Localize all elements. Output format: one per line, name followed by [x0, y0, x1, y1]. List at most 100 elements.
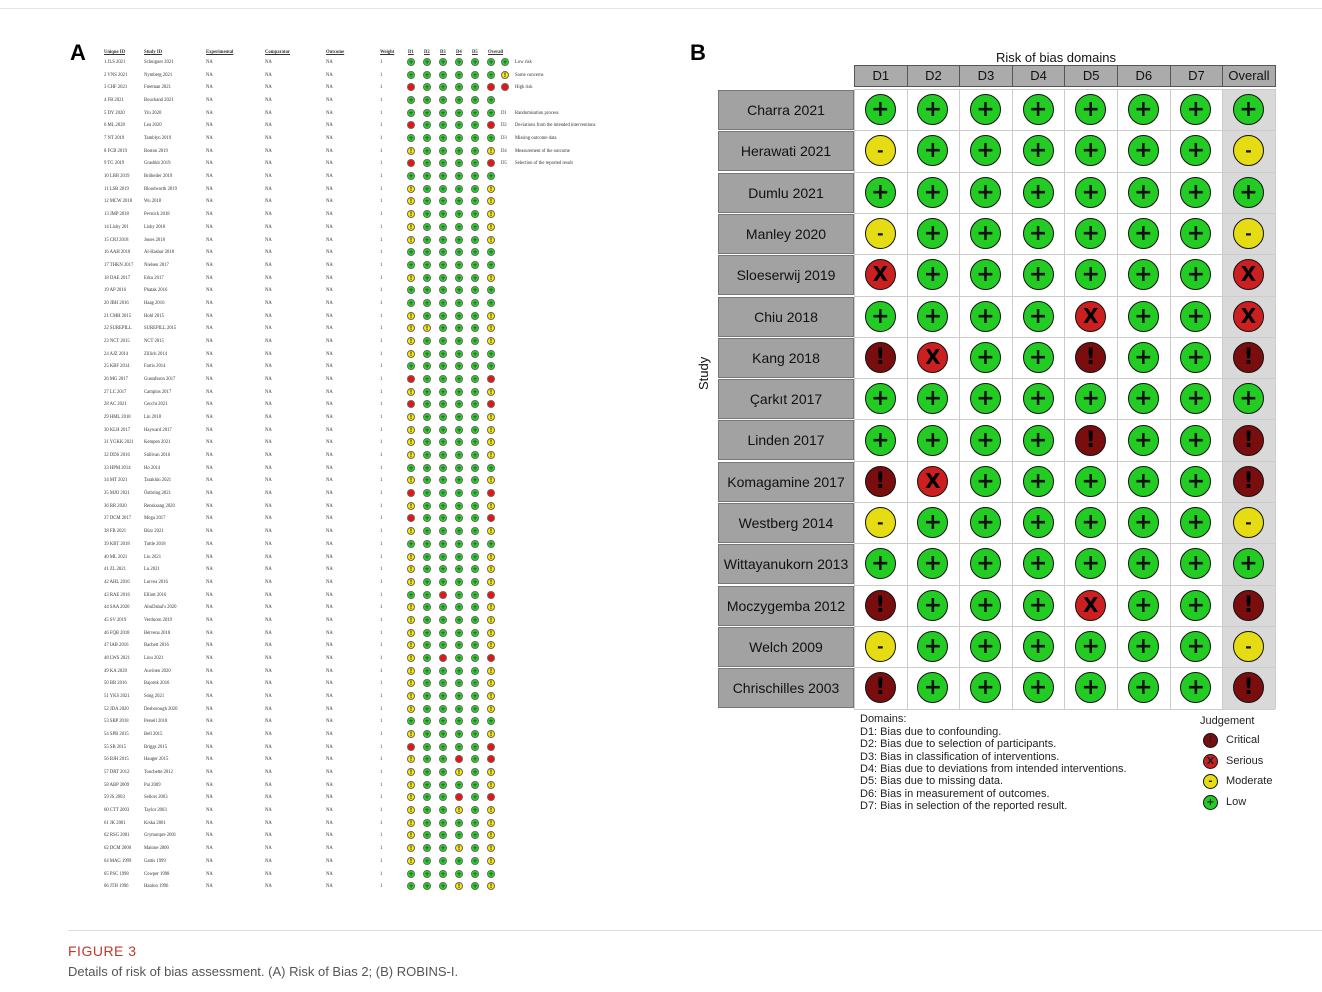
judgement-dot: + — [471, 692, 479, 700]
judgement-dot: + — [487, 349, 495, 358]
row-uid: 32 DDS 2016 — [104, 453, 130, 459]
judgement-circle: + — [917, 548, 949, 580]
judgement-dot: ! — [487, 387, 495, 396]
judgement-circle: + — [1075, 383, 1107, 415]
table-row: 44 SAA 2020 AbuDahal's 2020 NA NA NA 1! + + + +! — [104, 603, 704, 615]
judgement-circle: + — [970, 176, 1001, 208]
judgement-dot: + — [471, 311, 479, 320]
row-sid: Phatak 2016 — [144, 288, 168, 294]
row-c: NA — [265, 98, 272, 104]
judgement-dot: + — [423, 248, 431, 257]
row-o: NA — [326, 744, 333, 750]
judgement-dot: ! — [407, 527, 415, 536]
row-e: NA — [206, 300, 213, 306]
row-c: NA — [265, 351, 272, 357]
row-o: NA — [326, 858, 333, 864]
table-row: 55 SB 2015 Briggs 2015 NA NA NA 1 + + + + — [104, 742, 704, 755]
row-w: 1 — [380, 288, 383, 294]
judgement-dot: ! — [487, 324, 495, 333]
row-e: NA — [206, 808, 213, 814]
judgement-circle: + — [917, 672, 949, 704]
row-sid: Jones 2018 — [144, 237, 165, 243]
judgement-dot: ! — [407, 730, 415, 739]
row-e: NA — [206, 465, 213, 471]
judgement-circle: + — [1180, 176, 1212, 208]
judgement-dot: + — [407, 134, 415, 143]
judgement-dot: + — [471, 628, 479, 637]
row-uid: 5 DY 2020 — [104, 110, 125, 116]
row-uid: 10 LBB 2019 — [104, 174, 130, 180]
table-row: 36 RR 2020 Rensksang 2020 NA NA NA 1! + + + +! — [104, 501, 704, 514]
row-w: 1 — [380, 858, 383, 864]
row-c: NA — [265, 541, 272, 547]
row-c: NA — [265, 300, 272, 306]
domain-description: D2: Bias due to selection of participant… — [860, 738, 1057, 751]
row-c: NA — [265, 212, 272, 218]
row-e: NA — [206, 871, 213, 877]
row-c: NA — [265, 884, 272, 890]
grid-hline — [854, 708, 1275, 710]
judgement-dot: + — [423, 666, 431, 675]
grid-hline — [854, 295, 1275, 297]
row-w: 1 — [380, 338, 383, 344]
judgement-dot — [487, 83, 495, 92]
judgement-dot: + — [439, 577, 447, 586]
judgement-dot: + — [455, 869, 463, 878]
row-uid: 28 AC 2021 — [104, 402, 127, 408]
judgement-dot: + — [487, 96, 495, 105]
table-row: 61 JK 2001 Krska 2001 NA NA NA 1! + + + +! — [104, 818, 704, 831]
judgement-dot: + — [471, 108, 479, 117]
judgement-dot: ! — [487, 615, 495, 624]
table-row: 24 AJZ 2014 Zillich 2014 NA NA NA 1! + + + + + — [104, 349, 704, 362]
row-o: NA — [326, 694, 333, 699]
judgement-circle: ! — [1075, 424, 1107, 456]
row-o: NA — [326, 85, 333, 91]
judgement-dot — [455, 755, 463, 764]
judgement-circle: - — [1233, 631, 1264, 663]
study-label: Komagamine 2017 — [718, 461, 854, 502]
grid-hline — [854, 130, 1275, 132]
row-sid: Malone 2000 — [144, 846, 169, 852]
judgement-legend-dot: X — [1203, 753, 1218, 769]
row-c: NA — [265, 440, 272, 446]
judgement-dot: ! — [407, 476, 415, 485]
judgement-dot: ! — [455, 806, 463, 815]
judgement-dot: + — [439, 755, 447, 764]
row-o: NA — [326, 605, 333, 611]
row-c: NA — [265, 224, 272, 230]
col-header: D1 — [408, 50, 414, 55]
judgement-circle: + — [917, 135, 949, 167]
row-sid: Gattis 1999 — [144, 858, 166, 864]
row-sid: Tamblyn 2019 — [144, 136, 172, 142]
row-sid: Persell 2018 — [144, 719, 168, 725]
judgement-dot: ! — [487, 476, 495, 485]
row-sid: Lea 2020 — [144, 123, 162, 129]
judgement-dot: + — [423, 425, 431, 434]
judgement-dot: + — [471, 539, 479, 548]
grid-hline — [854, 584, 1275, 586]
grid-hline — [854, 625, 1275, 627]
judgement-dot: + — [407, 362, 415, 371]
judgement-circle: + — [864, 383, 896, 415]
judgement-dot: + — [423, 489, 431, 498]
grid-hline — [854, 460, 1275, 462]
judgement-circle: - — [1233, 218, 1264, 250]
col-header: Study ID — [144, 50, 163, 55]
row-w: 1 — [380, 846, 383, 852]
panel-b-letter: B — [690, 40, 706, 65]
judgement-dot: ! — [487, 552, 495, 561]
judgement-dot: + — [455, 527, 463, 536]
grid-hline — [854, 543, 1275, 545]
judgement-dot: + — [439, 869, 447, 878]
judgement-dot: + — [439, 387, 447, 396]
row-c: NA — [265, 871, 272, 877]
judgement-dot: + — [471, 134, 479, 143]
judgement-circle: X — [1075, 300, 1107, 332]
study-label: Charra 2021 — [718, 90, 854, 130]
judgement-dot: ! — [407, 438, 415, 447]
row-o: NA — [326, 300, 333, 306]
judgement-dot: ! — [407, 806, 415, 815]
legend-dot — [501, 83, 509, 92]
judgement-dot: + — [471, 590, 479, 599]
row-c: NA — [265, 174, 272, 180]
